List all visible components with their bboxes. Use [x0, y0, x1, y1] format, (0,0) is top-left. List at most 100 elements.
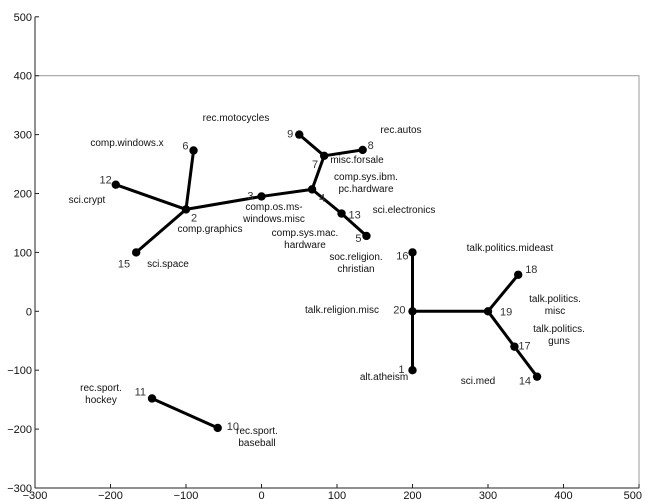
edge-2-3	[184, 194, 263, 211]
node-label-line: talk.politics.mideast	[467, 243, 554, 254]
edge-11-10	[150, 396, 220, 430]
edge-3-4	[260, 187, 314, 198]
x-tick-label: 300	[479, 490, 497, 501]
node-id-4: 4	[319, 192, 325, 204]
node-label-7: misc.forsale	[330, 155, 384, 166]
node-label-line: misc	[545, 306, 566, 317]
node-point-14	[532, 372, 542, 381]
node-label-line: comp.windows.x	[90, 138, 163, 149]
node-id-7: 7	[312, 159, 318, 171]
node-label-19: talk.politics. misc	[529, 294, 581, 317]
node-point-17	[510, 342, 519, 351]
node-label-line: talk.politics.	[533, 324, 585, 335]
node-id-14: 14	[519, 376, 531, 388]
x-tick-label: 100	[328, 490, 346, 501]
node-label-line: hardware	[284, 240, 326, 251]
node-label-line: hockey	[85, 395, 117, 406]
node-id-9: 9	[287, 129, 293, 141]
edge-7-8	[322, 148, 365, 158]
node-id-6: 6	[182, 141, 188, 153]
y-tick-label: 100	[14, 247, 32, 259]
node-label-line: misc.forsale	[330, 155, 384, 166]
node-point-15	[131, 248, 141, 257]
node-label-line: comp.sys.ibm.	[334, 172, 398, 183]
y-tick-label: −200	[7, 424, 32, 436]
node-id-8: 8	[368, 140, 374, 152]
node-label-8: rec.autos	[380, 125, 421, 136]
edge-2-12	[114, 183, 188, 211]
y-tick-label: 200	[14, 189, 32, 201]
x-tick-label: 500	[624, 490, 642, 501]
edge-4-13	[310, 187, 344, 216]
node-point-20	[408, 307, 417, 316]
node-label-9: rec.motocycles	[203, 113, 270, 124]
node-id-13: 13	[349, 210, 361, 222]
node-point-5	[362, 231, 371, 241]
node-label-16: soc.religion. christian	[329, 252, 382, 275]
node-id-12: 12	[100, 175, 112, 187]
node-point-7	[319, 151, 329, 161]
y-tick-label: 400	[14, 71, 32, 83]
edge-13-5	[340, 212, 368, 238]
node-label-10: rec.sport. baseball	[236, 426, 278, 449]
node-point-9	[295, 130, 304, 139]
edge-2-15	[134, 207, 188, 254]
x-tick-label: −300	[23, 490, 48, 501]
node-id-19: 19	[500, 306, 512, 318]
y-tick-label: 0	[26, 306, 32, 318]
node-label-11: rec.sport. hockey	[80, 383, 122, 406]
node-label-line: talk.politics.	[529, 294, 581, 305]
node-point-10	[213, 423, 222, 433]
node-point-8	[358, 145, 367, 155]
node-id-16: 16	[396, 250, 408, 262]
node-id-10: 10	[227, 421, 239, 433]
node-id-20: 20	[393, 304, 405, 316]
node-label-20: talk.religion.misc	[305, 305, 379, 316]
edges	[114, 133, 539, 430]
node-label-line: rec.sport.	[80, 383, 122, 394]
node-id-1: 1	[398, 364, 404, 376]
node-label-line: rec.sport.	[236, 426, 278, 437]
node-text-labels: alt.atheism comp.graphicscomp.os.ms-windo…	[69, 113, 585, 449]
node-label-line: sci.electronics	[373, 205, 436, 216]
node-point-13	[337, 209, 346, 218]
node-label-line: rec.motocycles	[203, 113, 270, 124]
node-point-12	[111, 180, 120, 189]
node-label-17: talk.politics. guns	[533, 324, 585, 347]
node-id-15: 15	[118, 258, 130, 270]
node-label-15: sci.space	[147, 259, 189, 270]
edge-4-7	[310, 154, 326, 191]
edge-7-9	[297, 133, 326, 158]
node-label-4: comp.sys.ibm. pc.hardware	[334, 172, 398, 195]
edge-19-17	[486, 309, 516, 349]
node-point-11	[147, 394, 157, 403]
x-tick-label: 200	[403, 490, 421, 501]
node-label-line: talk.religion.misc	[305, 305, 379, 316]
node-label-6: comp.windows.x	[90, 138, 163, 149]
node-point-3	[257, 192, 266, 201]
y-tick-label: 500	[14, 12, 32, 24]
x-tick-label: 0	[258, 490, 264, 501]
node-label-line: sci.space	[147, 259, 189, 270]
nodes	[111, 130, 542, 433]
node-id-11: 11	[135, 386, 146, 398]
node-point-6	[189, 146, 198, 155]
node-label-line: alt.atheism	[360, 372, 408, 383]
node-label-line: comp.os.ms-	[245, 202, 302, 213]
node-label-line: sci.crypt	[69, 195, 106, 206]
node-label-line: windows.misc	[242, 214, 305, 225]
node-point-16	[408, 248, 417, 257]
node-label-line: comp.sys.mac.	[272, 228, 339, 239]
x-tick-label: −100	[174, 490, 199, 501]
node-id-3: 3	[247, 190, 253, 202]
y-tick-label: −100	[7, 365, 32, 377]
y-tick-label: 300	[14, 130, 32, 142]
node-point-1	[408, 366, 417, 375]
node-label-line: pc.hardware	[338, 184, 393, 195]
node-point-4	[307, 185, 317, 194]
edge-2-6	[184, 149, 196, 211]
node-label-2: comp.graphics	[177, 224, 242, 235]
x-tick-label: 400	[554, 490, 572, 501]
